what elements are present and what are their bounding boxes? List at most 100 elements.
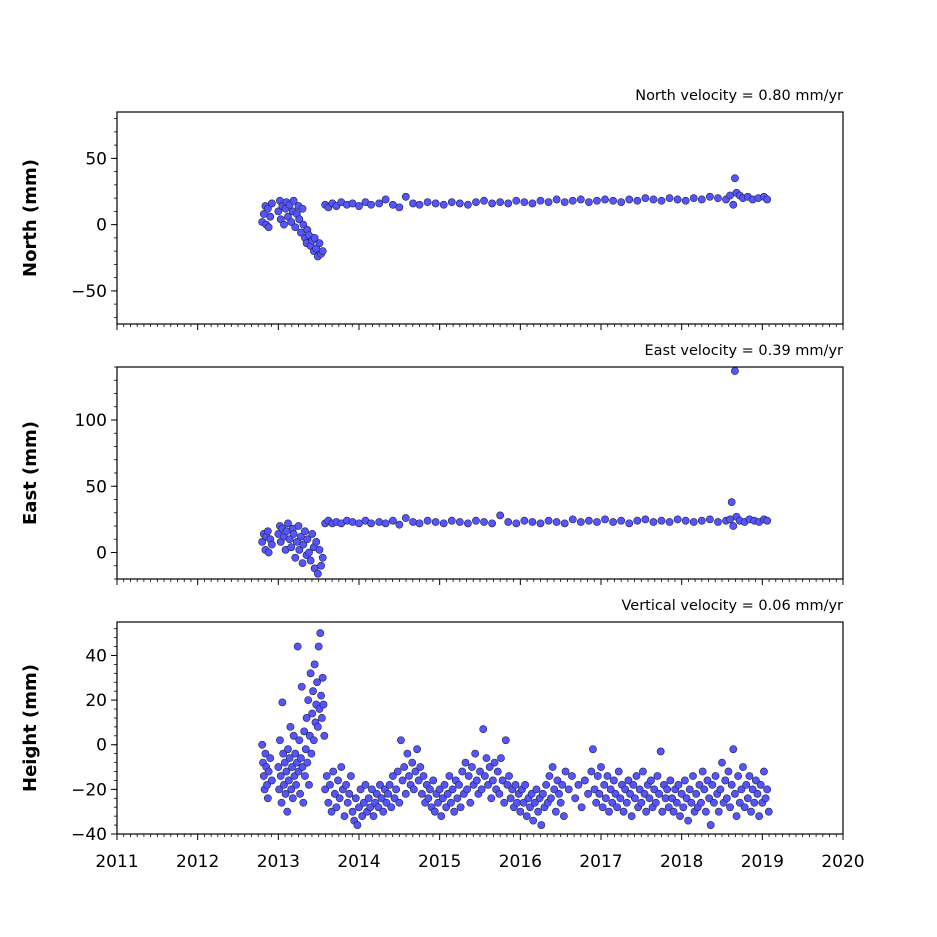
east-data-point [388, 516, 397, 525]
height-velocity-title: Vertical velocity = 0.06 mm/yr [622, 598, 844, 614]
north-data-point [576, 195, 585, 204]
height-data-point [337, 763, 346, 771]
height-data-point [611, 789, 620, 798]
height-data-point [464, 772, 473, 780]
height-data-point [476, 767, 484, 776]
height-data-point [605, 807, 613, 816]
height-data-point [674, 781, 683, 789]
east-data-point [308, 530, 317, 538]
north-data-point [299, 220, 308, 229]
height-data-point [559, 812, 568, 821]
height-data-point [300, 727, 309, 736]
height-data-point [700, 785, 709, 794]
height-data-point [760, 767, 768, 776]
height-data-point [447, 798, 455, 807]
height-data-point [729, 745, 738, 754]
height-data-point [343, 798, 352, 807]
height-data-point [320, 731, 329, 740]
height-data-point [592, 798, 601, 807]
height-data-point [606, 785, 615, 794]
height-data-point [479, 725, 488, 734]
east-data-point [714, 518, 722, 526]
height-data-point [668, 794, 676, 803]
height-data-point [624, 776, 633, 785]
height-data-point [666, 776, 675, 785]
north-data-point [528, 199, 537, 208]
east-data-point [282, 527, 291, 536]
height-data-point [574, 781, 583, 789]
east-data-point [303, 535, 312, 544]
east-data-point [496, 511, 505, 520]
height-data-point [558, 781, 567, 789]
height-data-point [656, 747, 665, 756]
east-data-point [528, 518, 537, 526]
north-data-point [480, 196, 488, 205]
east-data-point [313, 569, 322, 578]
north-data-point [504, 199, 513, 208]
height-data-point [413, 745, 421, 754]
height-data-point [593, 772, 602, 780]
north-data-point [315, 239, 324, 248]
height-data-point [388, 772, 397, 780]
height-data-point [326, 781, 334, 789]
height-data-point [484, 781, 492, 789]
height-data-point [718, 758, 726, 767]
east-data-point [317, 561, 325, 570]
east-y-axis-label: East (mm) [20, 421, 41, 525]
height-data-point [597, 763, 605, 771]
height-data-point [664, 803, 673, 812]
height-data-point [322, 772, 331, 780]
height-data-point [466, 798, 475, 807]
north-points [258, 174, 772, 261]
height-data-point [706, 821, 715, 829]
height-data-point [292, 781, 300, 789]
height-data-point [571, 794, 580, 803]
height-data-point [395, 798, 404, 807]
height-data-point [313, 678, 321, 687]
height-data-point [330, 789, 339, 798]
height-data-point [278, 698, 287, 707]
height-data-point [379, 807, 388, 816]
height-data-point [397, 736, 405, 745]
height-data-point [258, 740, 267, 749]
height-data-point [284, 745, 292, 754]
height-data-point [263, 781, 271, 789]
height-data-point [418, 789, 426, 798]
east-data-point [258, 538, 267, 546]
height-data-point [653, 772, 662, 780]
height-data-point [305, 781, 313, 789]
east-data-point [633, 516, 642, 525]
north-data-point [355, 202, 363, 210]
east-data-point [395, 520, 404, 529]
height-x-tick-label: 2019 [741, 852, 784, 872]
height-data-point [368, 785, 376, 794]
height-data-point [756, 781, 765, 789]
height-data-point [732, 812, 741, 821]
height-x-tick-label: 2011 [95, 852, 138, 872]
north-data-point [726, 191, 734, 200]
height-data-point [405, 772, 413, 780]
height-data-point [471, 749, 480, 758]
height-data-point [580, 776, 589, 785]
height-data-point [542, 781, 551, 789]
north-data-point [439, 200, 448, 209]
height-data-point [503, 781, 512, 789]
height-data-point [387, 803, 396, 812]
height-data-point [622, 798, 631, 807]
height-data-point [284, 776, 293, 785]
north-data-point [415, 200, 424, 209]
east-data-point [455, 518, 464, 526]
east-data-point [689, 518, 698, 526]
height-data-point [537, 821, 546, 829]
height-data-point [487, 794, 496, 803]
height-data-point [295, 736, 304, 745]
height-x-tick-label: 2015 [418, 852, 461, 872]
east-data-point [706, 515, 714, 524]
height-data-point [526, 803, 534, 812]
east-points [258, 367, 772, 578]
east-data-point [512, 519, 521, 528]
east-velocity-title: East velocity = 0.39 mm/yr [644, 343, 843, 359]
height-data-point [283, 807, 292, 816]
height-data-point [385, 781, 394, 789]
height-data-point [630, 794, 639, 803]
